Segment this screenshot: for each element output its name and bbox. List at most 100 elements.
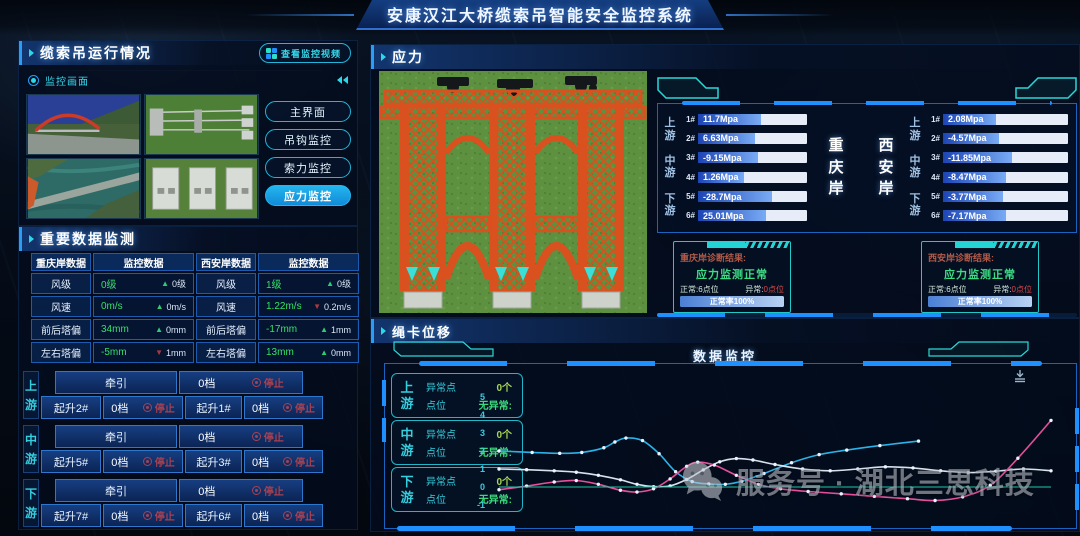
thumb-cable-system[interactable] (144, 94, 259, 155)
download-icon[interactable] (1013, 369, 1027, 383)
chart-marker (574, 478, 578, 483)
triangle-icon (29, 235, 34, 243)
collapse-icon[interactable] (337, 76, 348, 84)
edge-deco (382, 380, 386, 442)
stress-value: -28.7Mpa (703, 191, 742, 202)
chart-marker (651, 487, 656, 491)
nav-button[interactable]: 应力监控 (265, 185, 351, 206)
chart-marker (640, 438, 645, 443)
chart-marker (751, 458, 755, 462)
monitor-value: 1.22m/s (266, 301, 302, 312)
sensor-id: 2# (686, 133, 695, 143)
gear-value: 0档 (251, 510, 270, 523)
stop-indicator: 停止 (142, 508, 175, 523)
sensor-id: 3# (686, 153, 695, 163)
abnormal-points-label: 异常点 (426, 430, 456, 441)
row-label: 左右塔偏 (31, 342, 91, 363)
nav-button[interactable]: 主界面 (265, 101, 351, 122)
nav-button[interactable]: 吊钩监控 (265, 129, 351, 150)
delta-value: 1mm (331, 324, 351, 335)
region-label: 中游 (400, 426, 414, 458)
up-trend-icon: ▲ (320, 325, 328, 334)
up-trend-icon: ▲ (320, 348, 328, 357)
chart-marker (574, 470, 578, 474)
y-axis-tick: 0 (479, 482, 485, 492)
panel-header: 应力 (371, 45, 1079, 69)
table-value-cell: 34mm ▲ 0mm (93, 319, 194, 340)
chart-marker (878, 443, 882, 448)
up-trend-icon: ▲ (161, 279, 169, 288)
monitor-value: 34mm (101, 324, 129, 335)
stress-bank-left: 上游中游下游 1# 11.7Mpa 2# 6.63Mpa 3# -9.15Mpa 4# 1.26… (662, 109, 865, 226)
hoist-label: 起升2# (41, 396, 101, 419)
stress-value: -3.77Mpa (948, 191, 987, 202)
diagnosis-box-chongqing: 重庆岸诊断结果: 应力监测正常 正常:6点位 异常:0点位 正常率100% (673, 241, 791, 313)
stress-banks: 上游中游下游 1# 11.7Mpa 2# 6.63Mpa 3# -9.15Mpa 4# 1.26… (662, 109, 1068, 226)
thumb-tower-equipment[interactable] (144, 158, 259, 219)
chart-marker (613, 440, 617, 444)
region-label: 上游 (400, 379, 414, 411)
stop-icon (283, 403, 293, 412)
stress-bar: -3.77Mpa (943, 191, 1068, 203)
monitor-value: 13mm (266, 347, 294, 358)
chart-marker (988, 483, 992, 487)
view-video-button[interactable]: 查看监控视频 (258, 43, 351, 63)
thumb-image (27, 159, 140, 218)
points-status-value: 无异常: (478, 448, 512, 459)
region-label: 中游 (664, 154, 676, 180)
monitor-view-label: 监控画面 (45, 76, 89, 88)
corner-deco-right (1015, 77, 1077, 99)
panel-header: 缆索吊运行情况 查看监控视频 (19, 41, 357, 65)
stop-indicator: 停止 (142, 400, 175, 415)
hoist-status-cell: 0档 停止 (244, 396, 323, 419)
chart-marker (707, 482, 711, 486)
monitor-value: 0m/s (101, 301, 123, 312)
stress-panel: 应力 (370, 44, 1080, 318)
traction-status-cell: 0档 停止 (179, 425, 303, 448)
grid-icon-square (265, 47, 271, 53)
chart-marker (596, 473, 601, 477)
sensor-id: 1# (931, 114, 940, 124)
chart-marker (734, 456, 739, 461)
hoist-status-cell: 0档 停止 (244, 504, 323, 527)
stop-state: 停止 (295, 458, 316, 469)
bank-name: 重庆岸 (828, 136, 844, 198)
stop-state: 停止 (263, 379, 284, 390)
stress-bar: 25.01Mpa (698, 210, 807, 222)
chart-title: 数据监控 (692, 349, 757, 364)
row-label: 风级 (196, 273, 256, 294)
traction-status-cell: 0档 停止 (179, 371, 303, 394)
triangle-icon (29, 49, 34, 57)
chart-marker (762, 471, 766, 476)
chart-marker (800, 467, 805, 471)
stress-value: -4.57Mpa (948, 133, 987, 144)
banner-deco-right (928, 341, 1029, 357)
chart-marker (856, 467, 860, 471)
stress-bars: 1# 2.08Mpa 2# -4.57Mpa 3# -11.85Mpa 4# -8.47Mpa… (923, 109, 1068, 226)
bottom-dash-deco (657, 313, 1077, 317)
stress-row: 4# -8.47Mpa (923, 168, 1068, 186)
grid-icon-square (271, 47, 277, 53)
chart-marker (552, 469, 556, 473)
stress-row: 3# -11.85Mpa (923, 149, 1068, 167)
triangle-icon (381, 327, 386, 335)
thumb-image (145, 95, 258, 154)
nav-button[interactable]: 索力监控 (265, 157, 351, 178)
chart-marker (938, 469, 943, 473)
down-trend-icon: ▼ (313, 302, 321, 311)
chart-marker (618, 488, 623, 492)
normal-rate-bar: 正常率100% (680, 296, 784, 307)
thumb-aerial-bridge[interactable] (26, 158, 141, 219)
chart-line-downstream-displacement (498, 419, 1052, 502)
chart-marker (552, 480, 556, 484)
stress-row: 6# 25.01Mpa (678, 207, 807, 225)
chart-marker (1049, 418, 1053, 423)
chart-marker (558, 451, 562, 456)
chart-marker (994, 469, 998, 473)
thumb-bridge-panorama[interactable] (26, 94, 141, 155)
points-label: 点位 (426, 448, 446, 459)
gear-value: 0档 (111, 510, 129, 523)
deco-hatch-bar (707, 241, 791, 248)
stop-icon (251, 486, 261, 495)
region-labels: 上游中游下游 (662, 109, 678, 226)
